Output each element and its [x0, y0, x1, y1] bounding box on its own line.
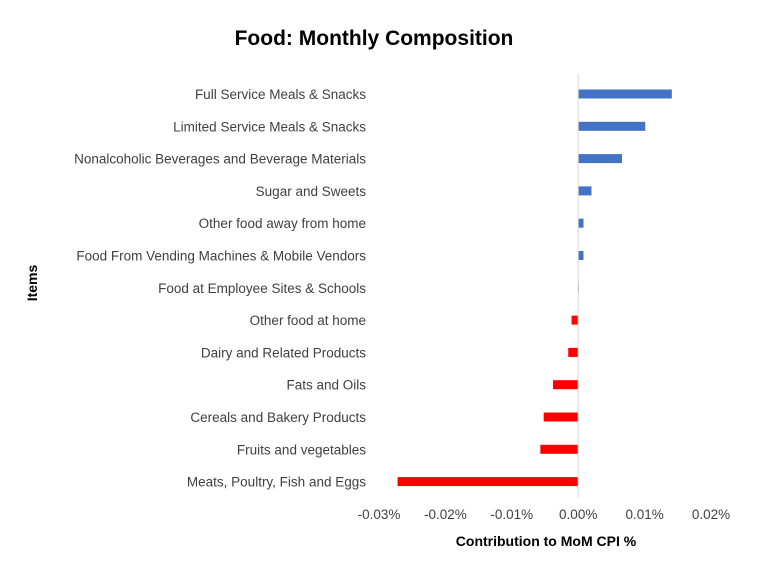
category-label: Other food away from home: [199, 216, 366, 231]
bar: [578, 218, 584, 228]
x-tick-label: -0.03%: [358, 507, 401, 522]
category-label: Cereals and Bakery Products: [190, 410, 366, 425]
category-labels: Full Service Meals & Snacks Limited Servi…: [74, 87, 366, 490]
bar: [568, 347, 579, 357]
bar: [540, 444, 579, 454]
bar: [571, 315, 579, 325]
category-label: Sugar and Sweets: [256, 184, 367, 199]
category-label: Food at Employee Sites & Schools: [158, 281, 366, 296]
category-label: Fruits and vegetables: [237, 442, 366, 457]
bar: [578, 89, 672, 99]
category-label: Other food at home: [250, 313, 366, 328]
bar: [578, 154, 623, 164]
category-label: Food From Vending Machines & Mobile Vend…: [76, 249, 366, 264]
bars-group: [397, 89, 672, 487]
x-axis-title: Contribution to MoM CPI %: [456, 533, 637, 549]
bar: [578, 251, 584, 260]
category-label: Dairy and Related Products: [201, 345, 366, 360]
category-label: Meats, Poultry, Fish and Eggs: [187, 475, 366, 490]
x-tick-label: 0.01%: [625, 507, 663, 522]
category-label: Limited Service Meals & Snacks: [173, 119, 366, 134]
x-tick-label: 0.00%: [559, 507, 597, 522]
y-axis-title: Items: [24, 265, 40, 302]
bar: [397, 477, 579, 487]
bar: [578, 121, 646, 131]
category-label: Full Service Meals & Snacks: [195, 87, 366, 102]
bar: [578, 186, 592, 196]
category-label: Fats and Oils: [286, 378, 366, 393]
x-tick-label: -0.01%: [490, 507, 533, 522]
x-tick-label: 0.02%: [692, 507, 730, 522]
bar: [552, 380, 579, 390]
x-tick-label: -0.02%: [424, 507, 467, 522]
chart-title: Food: Monthly Composition: [235, 27, 514, 50]
bar: [543, 412, 579, 422]
category-label: Nonalcoholic Beverages and Beverage Mate…: [74, 152, 366, 167]
x-tick-labels: -0.03% -0.02% -0.01% 0.00% 0.01% 0.02%: [358, 507, 731, 522]
